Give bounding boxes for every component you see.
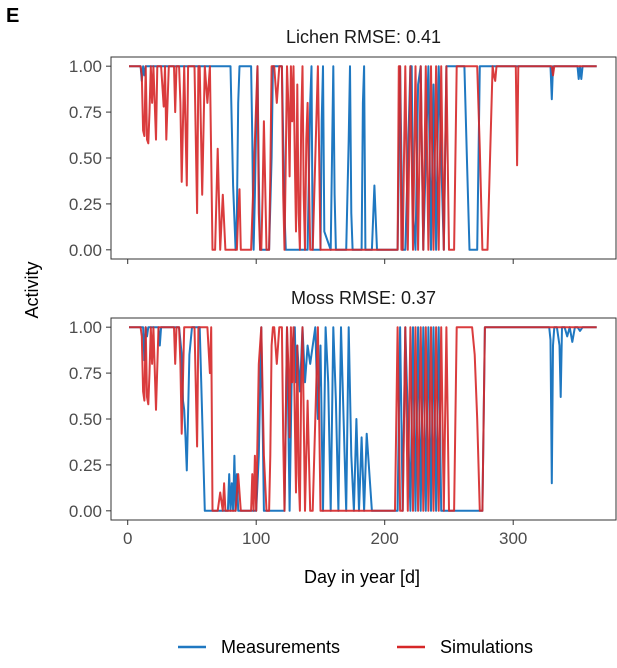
y-tick-label: 1.00 — [69, 57, 102, 76]
panel-tag: E — [6, 5, 19, 27]
y-tick-label: 0.00 — [69, 241, 102, 260]
x-tick-label: 100 — [242, 529, 270, 548]
series-line-measurements — [129, 326, 597, 512]
x-tick-label: 0 — [123, 529, 132, 548]
legend-label-simulations: Simulations — [440, 637, 533, 657]
moss-panel: Moss RMSE: 0.37 0.00 0.25 0.50 0.75 1.00 0 100 2… — [69, 288, 617, 548]
y-axis-title: Activity — [22, 261, 42, 318]
x-tick-label: 300 — [499, 529, 527, 548]
y-tick-label: 0.25 — [69, 456, 102, 475]
series-line-simulations — [129, 326, 597, 512]
y-tick-label: 0.75 — [69, 364, 102, 383]
lichen-panel: Lichen RMSE: 0.41 0.00 0.25 0.50 0.75 1.00 — [69, 27, 617, 264]
x-axis-title: Day in year [d] — [304, 567, 420, 587]
legend: Measurements Simulations — [178, 637, 533, 657]
panel-title: Moss RMSE: 0.37 — [291, 288, 436, 308]
x-tick-label: 200 — [371, 529, 399, 548]
y-tick-label: 1.00 — [69, 318, 102, 337]
y-tick-label: 0.00 — [69, 502, 102, 521]
y-tick-label: 0.25 — [69, 195, 102, 214]
series-line-measurements — [129, 65, 597, 251]
y-tick-label: 0.50 — [69, 410, 102, 429]
y-tick-label: 0.75 — [69, 103, 102, 122]
panel-title: Lichen RMSE: 0.41 — [286, 27, 441, 47]
series-line-simulations — [129, 65, 597, 251]
y-tick-label: 0.50 — [69, 149, 102, 168]
legend-label-measurements: Measurements — [221, 637, 340, 657]
